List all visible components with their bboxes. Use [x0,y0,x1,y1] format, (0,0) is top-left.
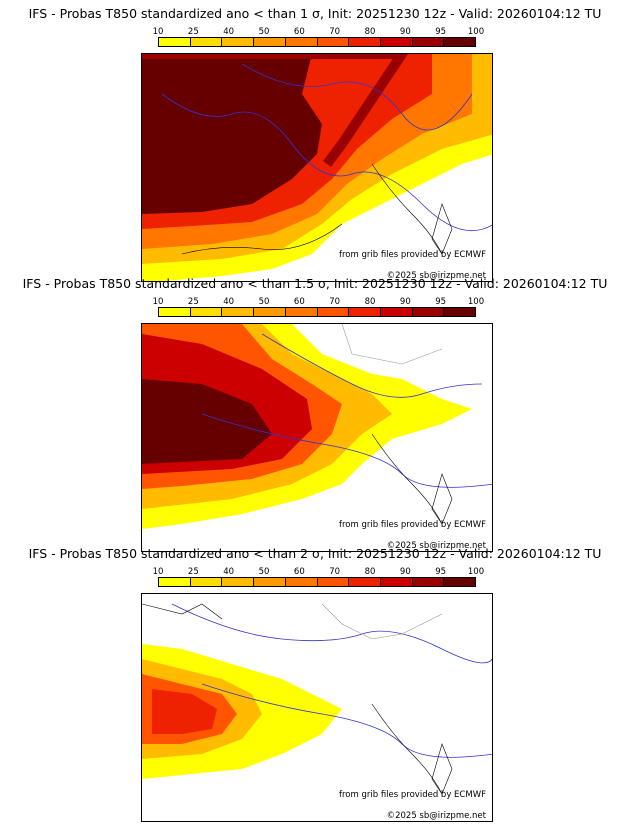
colorbar-tick-label: 10 [152,27,164,37]
colorbar-tick-label: 95 [435,567,447,577]
colorbar-segment [444,38,476,46]
colorbar-segment [317,38,350,46]
colorbar-tick-label: 25 [187,297,199,307]
colorbar-tick-label: 60 [293,27,305,37]
colorbar-segment [254,308,286,316]
colorbar-segment [380,308,413,316]
colorbar-tick-label: 50 [258,297,270,307]
colorbar-tick-label: 10 [152,567,164,577]
colorbar-segment [222,578,255,586]
colorbar-segment [285,308,318,316]
colorbar-tick-label: 90 [399,567,411,577]
colorbar-ticks: 10 25 40 50 60 70 80 90 95 100 [153,297,485,307]
colorbar-tick-label: 25 [187,567,199,577]
probability-map: from grib files provided by ECMWF ©2025 … [141,593,493,822]
colorbar-segment [254,38,286,46]
data-credit: from grib files provided by ECMWF [339,250,486,260]
colorbar-segment [190,38,223,46]
colorbar-segment [444,578,476,586]
colorbar-tick-label: 80 [364,297,376,307]
colorbar-tick-label: 50 [258,567,270,577]
colorbar-tick-label: 40 [223,297,235,307]
colorbar-segment [190,308,223,316]
colorbar-tick-label: 60 [293,297,305,307]
colorbar-tick-label: 50 [258,27,270,37]
map-graphic [142,594,492,821]
copyright: ©2025 sb@irizpme.net [386,811,486,821]
colorbar-segment [159,578,191,586]
colorbar-tick-label: 100 [467,567,485,577]
colorbar-segment [412,578,445,586]
colorbar-segment [349,38,381,46]
map-graphic [142,324,492,551]
map-graphic [142,54,492,281]
data-credit: from grib files provided by ECMWF [339,790,486,800]
panel-title: IFS - Probas T850 standardized ano < tha… [22,276,608,291]
colorbar-tick-label: 100 [467,297,485,307]
colorbar-segment [412,308,445,316]
colorbar-segment [380,38,413,46]
colorbar-ticks: 10 25 40 50 60 70 80 90 95 100 [153,27,485,37]
colorbar-segment [349,578,381,586]
colorbar-segment [159,38,191,46]
colorbar-tick-label: 60 [293,567,305,577]
colorbar-segment [285,38,318,46]
probability-map: from grib files provided by ECMWF ©2025 … [141,323,493,552]
colorbar-tick-label: 70 [329,297,341,307]
colorbar-ticks: 10 25 40 50 60 70 80 90 95 100 [153,567,485,577]
map-panel-2: IFS - Probas T850 standardized ano < tha… [0,276,630,552]
colorbar-segment [285,578,318,586]
colorbar-tick-label: 80 [364,567,376,577]
colorbar-tick-label: 95 [435,297,447,307]
copyright: ©2025 sb@irizpme.net [386,541,486,551]
colorbar-segment [222,308,255,316]
colorbar-tick-label: 40 [223,27,235,37]
map-panel-1: IFS - Probas T850 standardized ano < tha… [0,6,630,282]
colorbar [158,307,476,317]
colorbar [158,37,476,47]
colorbar-segment [349,308,381,316]
colorbar-segment [222,38,255,46]
colorbar-tick-label: 25 [187,27,199,37]
colorbar-tick-label: 70 [329,567,341,577]
colorbar-tick-label: 10 [152,297,164,307]
colorbar-segment [190,578,223,586]
colorbar-tick-label: 90 [399,27,411,37]
map-panel-3: IFS - Probas T850 standardized ano < tha… [0,546,630,822]
colorbar-tick-label: 40 [223,567,235,577]
colorbar-tick-label: 90 [399,297,411,307]
colorbar [158,577,476,587]
colorbar-tick-label: 70 [329,27,341,37]
colorbar-segment [317,578,350,586]
colorbar-tick-label: 100 [467,27,485,37]
panel-title: IFS - Probas T850 standardized ano < tha… [28,6,602,21]
colorbar-tick-label: 95 [435,27,447,37]
data-credit: from grib files provided by ECMWF [339,520,486,530]
colorbar-segment [159,308,191,316]
copyright: ©2025 sb@irizpme.net [386,271,486,281]
colorbar-tick-label: 80 [364,27,376,37]
colorbar-segment [444,308,476,316]
colorbar-segment [317,308,350,316]
colorbar-segment [412,38,445,46]
colorbar-segment [380,578,413,586]
colorbar-segment [254,578,286,586]
panel-title: IFS - Probas T850 standardized ano < tha… [28,546,602,561]
probability-map: from grib files provided by ECMWF ©2025 … [141,53,493,282]
